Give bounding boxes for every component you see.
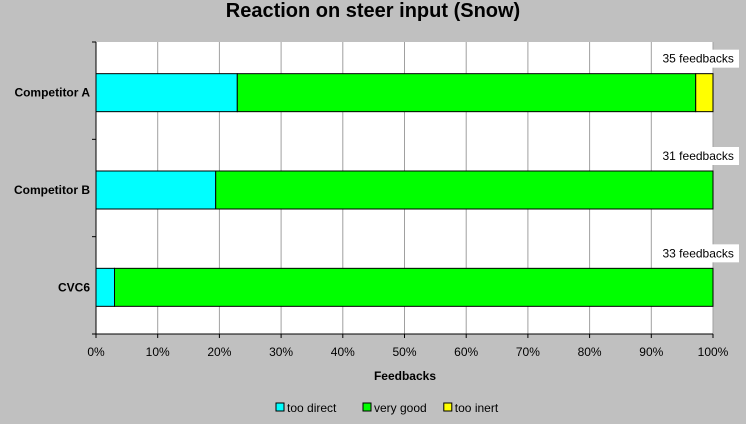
bar-segment (95, 73, 238, 113)
bar-annotation: 35 feedbacks (663, 52, 734, 66)
x-tick-label: 40% (331, 345, 355, 359)
category-label: Competitor B (14, 183, 90, 197)
x-tick-label: 10% (146, 345, 170, 359)
x-tick-label: 80% (578, 345, 602, 359)
bar-annotation: 31 feedbacks (663, 149, 734, 163)
bar-segment (236, 73, 697, 113)
bar-segment (114, 267, 714, 307)
x-tick-label: 30% (269, 345, 293, 359)
bar-segment (95, 267, 116, 307)
x-tick-label: 20% (207, 345, 231, 359)
legend-label: very good (374, 401, 427, 415)
bar-annotation-box (657, 147, 739, 165)
labels-layer: 0% 10% 20% 30% 40% 50% 60% 70% 80% 90% 100% Competi… (14, 49, 739, 359)
bar-segment (695, 73, 714, 113)
bar-segment (215, 170, 714, 210)
legend-swatch (443, 402, 453, 412)
legend-swatch (275, 402, 285, 412)
legend: too direct very good too inert (275, 401, 499, 415)
category-label: Competitor A (14, 86, 90, 100)
bar-annotation: 33 feedbacks (663, 246, 734, 260)
x-tick-label: 90% (639, 345, 663, 359)
x-tick-label: 50% (392, 345, 416, 359)
legend-label: too direct (287, 401, 337, 415)
x-tick-label: 100% (698, 345, 729, 359)
category-label: CVC6 (58, 280, 90, 294)
x-tick-label: 70% (516, 345, 540, 359)
bars-layer (95, 73, 714, 307)
bar-segment (95, 170, 217, 210)
x-axis-label: Feedbacks (374, 369, 436, 383)
bar-annotation-box (657, 244, 739, 263)
bar-annotation-box (657, 49, 739, 68)
axis-layer (95, 42, 713, 335)
legend-label: too inert (455, 401, 499, 415)
legend-swatch (362, 402, 372, 412)
x-tick-label: 0% (87, 345, 105, 359)
x-tick-label: 60% (454, 345, 478, 359)
chart-title: Reaction on steer input (Snow) (226, 0, 520, 22)
